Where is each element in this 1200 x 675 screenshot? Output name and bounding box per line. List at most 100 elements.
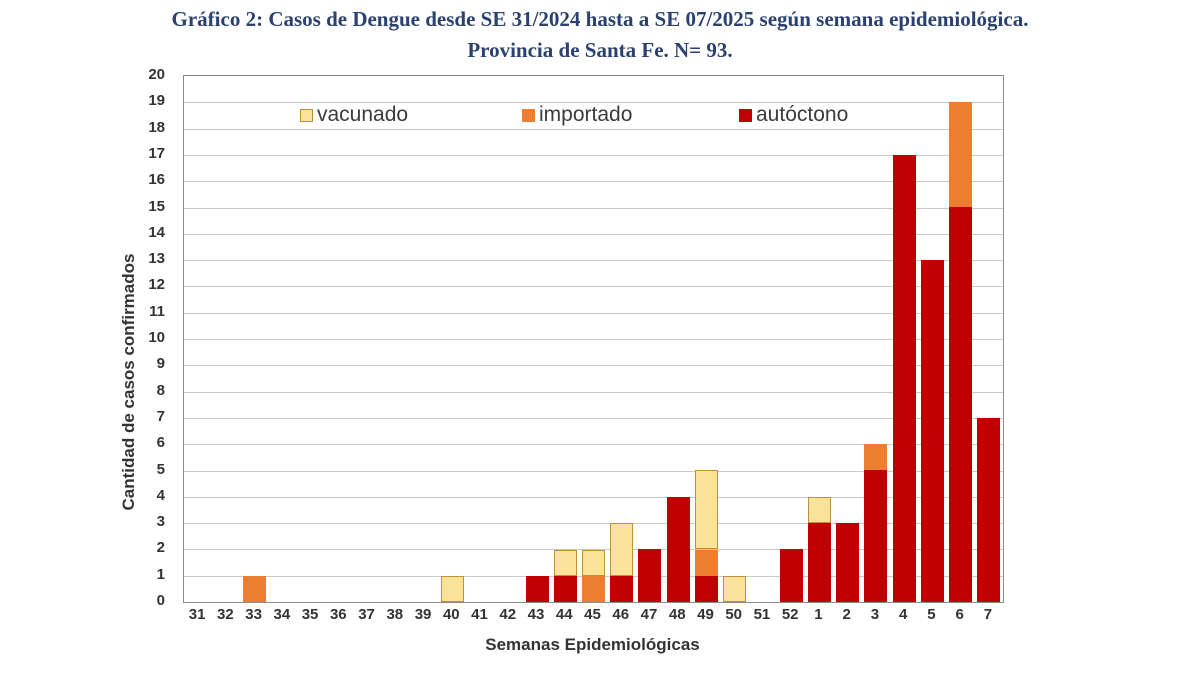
y-tick-label-10: 10 — [148, 329, 165, 346]
bar-week-48-autóctono — [666, 497, 690, 602]
bar-week-47-autóctono — [638, 549, 662, 602]
bar-week-1-autóctono — [807, 523, 831, 602]
x-tick-label-2: 2 — [842, 606, 851, 623]
legend-swatch-importado-icon — [522, 108, 535, 122]
bar-week-45-vacunado — [582, 550, 605, 576]
gridline-y-5 — [184, 471, 1003, 472]
x-tick-label-46: 46 — [612, 606, 630, 623]
gridline-y-6 — [184, 444, 1003, 445]
x-tick-label-48: 48 — [668, 606, 686, 623]
bar-week-44-autóctono — [553, 576, 577, 602]
bar-week-3-autóctono — [864, 470, 888, 602]
gridline-y-15 — [184, 208, 1003, 209]
chart-title-line2: Provincia de Santa Fe. N= 93. — [467, 38, 733, 62]
bar-week-3-importado — [864, 444, 888, 470]
x-tick-label-41: 41 — [471, 606, 488, 623]
legend-item-vacunado: vacunado — [300, 103, 408, 127]
legend-swatch-vacunado-icon — [300, 108, 313, 122]
x-tick-label-50: 50 — [725, 606, 743, 623]
legend-label-autóctono: autóctono — [756, 103, 849, 126]
x-tick-label-3: 3 — [870, 606, 880, 623]
y-tick-label-17: 17 — [148, 145, 165, 162]
x-tick-label-5: 5 — [927, 606, 936, 623]
bar-week-49-vacunado — [694, 470, 718, 549]
gridline-y-2 — [184, 549, 1003, 550]
y-tick-label-16: 16 — [148, 171, 165, 188]
chart-title: Gráfico 2: Casos de Dengue desde SE 31/2… — [25, 4, 1175, 66]
y-tick-label-7: 7 — [156, 408, 165, 425]
x-axis-title: Semanas Epidemiológicas — [485, 635, 700, 654]
y-tick-label-5: 5 — [156, 461, 165, 478]
gridline-y-3 — [184, 523, 1003, 524]
gridline-y-12 — [184, 286, 1003, 287]
gridline-y-13 — [184, 260, 1003, 261]
bar-week-45-importado — [582, 576, 605, 602]
y-tick-label-3: 3 — [156, 513, 165, 530]
x-tick-label-39: 39 — [414, 606, 432, 623]
y-tick-label-14: 14 — [148, 224, 165, 241]
x-tick-label-49: 49 — [697, 606, 714, 623]
x-tick-label-4: 4 — [898, 606, 908, 623]
y-tick-label-19: 19 — [148, 92, 165, 109]
gridline-y-9 — [184, 365, 1003, 366]
x-tick-label-1: 1 — [814, 606, 823, 623]
chart-title-line1: Gráfico 2: Casos de Dengue desde SE 31/2… — [171, 7, 1029, 31]
gridline-y-19 — [184, 102, 1003, 103]
x-tick-label-7: 7 — [983, 606, 993, 623]
y-tick-label-6: 6 — [156, 434, 165, 451]
bar-week-46-vacunado — [610, 523, 634, 576]
gridline-y-14 — [184, 234, 1003, 235]
bar-week-52-autóctono — [779, 549, 803, 602]
x-tick-label-6: 6 — [955, 606, 964, 623]
bar-week-46-autóctono — [610, 576, 634, 602]
bar-week-40-vacunado — [440, 576, 464, 602]
x-tick-label-40: 40 — [442, 606, 460, 623]
gridline-y-11 — [184, 313, 1003, 314]
gridline-y-10 — [184, 339, 1003, 340]
bar-week-43-autóctono — [525, 576, 549, 602]
bar-week-33-importado — [243, 576, 267, 602]
legend-item-importado: importado — [522, 103, 632, 127]
bar-week-4-autóctono — [892, 155, 916, 602]
x-tick-label-32: 32 — [217, 606, 234, 623]
y-tick-label-1: 1 — [156, 566, 165, 583]
bar-week-44-vacunado — [553, 550, 577, 576]
x-tick-label-37: 37 — [358, 606, 375, 623]
gridline-y-16 — [184, 181, 1003, 182]
legend-label-vacunado: vacunado — [317, 103, 409, 126]
x-tick-label-33: 33 — [245, 606, 262, 623]
x-tick-label-38: 38 — [386, 606, 404, 623]
bar-week-6-autóctono — [949, 207, 973, 602]
bar-week-2-autóctono — [836, 523, 860, 602]
y-tick-label-13: 13 — [148, 250, 165, 267]
x-tick-label-42: 42 — [499, 606, 517, 623]
y-tick-label-4: 4 — [156, 487, 165, 504]
y-tick-label-15: 15 — [148, 198, 165, 215]
bar-week-50-vacunado — [723, 576, 747, 602]
gridline-y-17 — [184, 155, 1003, 156]
x-tick-label-44: 44 — [555, 606, 573, 623]
x-tick-label-51: 51 — [753, 606, 771, 623]
bar-week-6-importado — [949, 102, 973, 207]
bar-week-1-vacunado — [807, 497, 831, 523]
legend-item-autóctono: autóctono — [739, 103, 848, 127]
y-tick-label-12: 12 — [148, 276, 165, 293]
legend-swatch-autóctono-icon — [739, 108, 752, 122]
gridline-y-8 — [184, 392, 1003, 393]
y-tick-label-11: 11 — [149, 303, 165, 320]
bar-week-49-autóctono — [694, 576, 718, 602]
x-tick-label-52: 52 — [781, 606, 799, 623]
y-tick-label-9: 9 — [156, 355, 165, 372]
gridline-y-18 — [184, 129, 1003, 130]
x-tick-label-35: 35 — [301, 606, 319, 623]
bar-week-49-importado — [694, 550, 718, 576]
x-tick-label-45: 45 — [584, 606, 601, 623]
x-tick-label-34: 34 — [273, 606, 291, 623]
bar-week-5-autóctono — [920, 260, 944, 602]
x-tick-label-43: 43 — [527, 606, 545, 623]
y-tick-label-20: 20 — [148, 66, 165, 83]
x-tick-label-47: 47 — [640, 606, 658, 623]
plot-area — [183, 75, 1004, 603]
gridline-y-7 — [184, 418, 1003, 419]
